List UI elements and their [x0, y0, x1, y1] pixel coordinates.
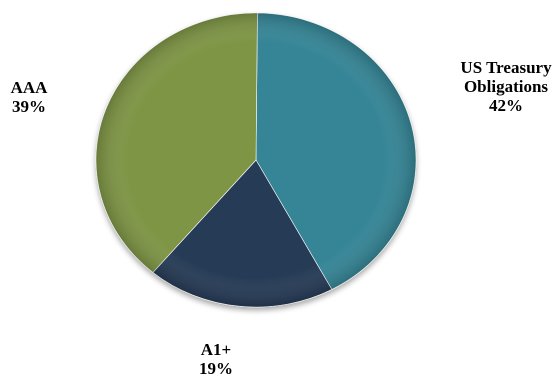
slice-label-us-treasury-line1: US Treasury — [460, 58, 552, 77]
slice-label-us-treasury-line2: Obligations — [463, 77, 549, 96]
slice-value-aaa: 39% — [12, 97, 46, 116]
slice-label-us-treasury: US Treasury Obligations 42% — [446, 58, 560, 115]
slice-label-aaa: AAA 39% — [2, 78, 56, 116]
slice-label-a1plus-line1: A1+ — [200, 340, 232, 359]
slice-label-aaa-line1: AAA — [10, 78, 48, 97]
pie-shading — [96, 13, 416, 307]
slice-label-a1plus: A1+ 19% — [186, 340, 246, 378]
slice-value-a1plus: 19% — [199, 359, 233, 378]
slice-value-us-treasury: 42% — [489, 96, 523, 115]
